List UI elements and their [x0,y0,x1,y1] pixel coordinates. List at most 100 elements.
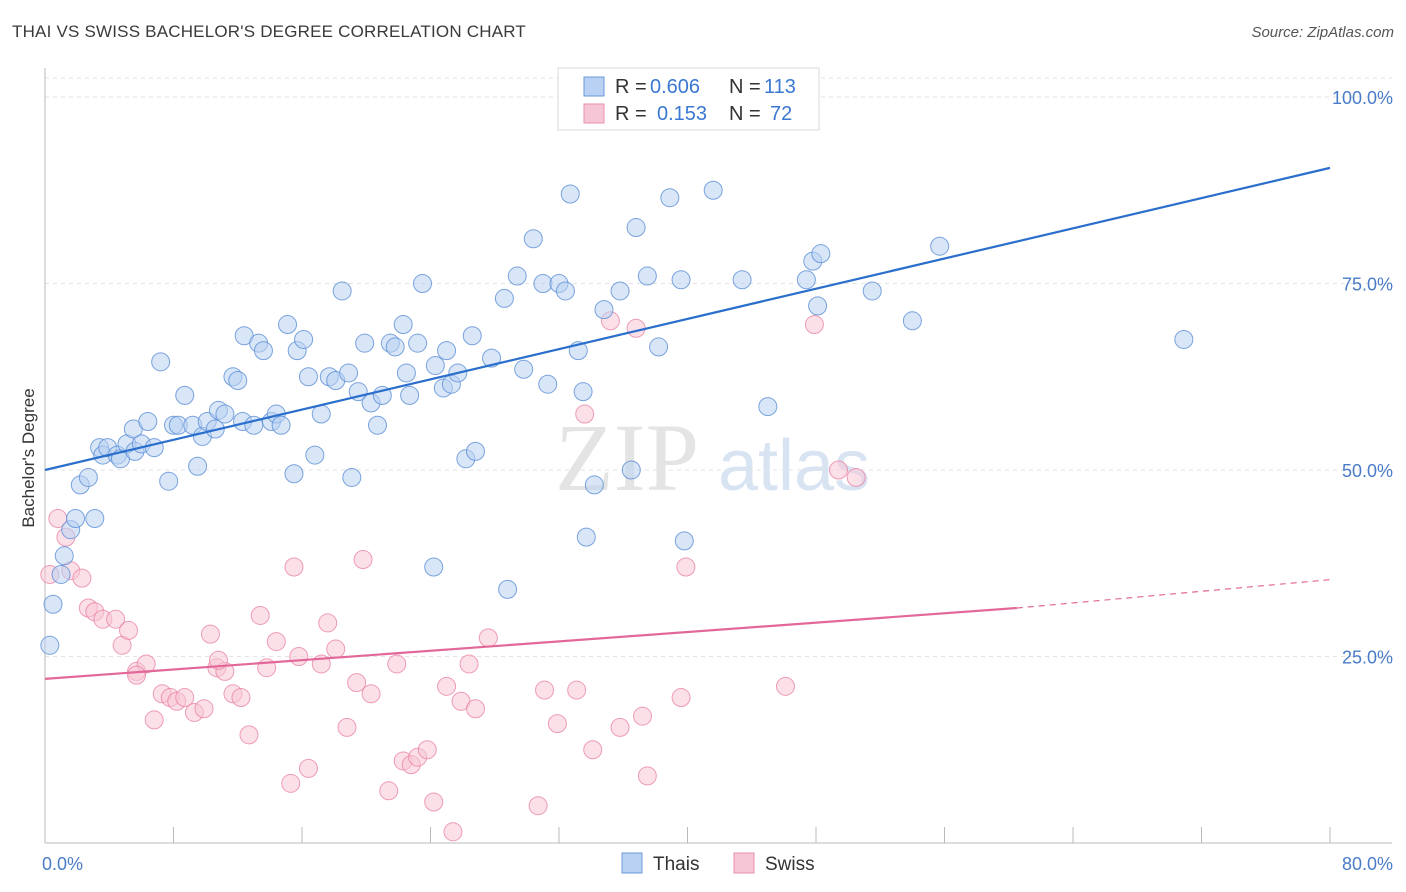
thais-point [610,281,630,301]
swiss-point [231,688,251,708]
swiss-point [127,665,147,685]
swiss-point [676,557,696,577]
swiss-point [424,792,444,812]
thais-point [437,341,457,361]
bottom-legend-swiss-swatch [733,852,755,874]
thais-point [555,281,575,301]
thais-point [412,274,432,293]
thais-point [342,467,362,487]
thais-point [393,315,413,335]
swiss-point [443,822,463,842]
swiss-point [379,781,399,801]
thais-point [298,367,318,387]
watermark-atlas: atlas [718,426,870,506]
swiss-legend-swatch [583,103,605,124]
x-tick-label: 0.0% [42,854,83,874]
swiss-point [200,624,220,644]
thais-point [560,184,580,204]
thais-point [271,415,291,435]
swiss-point [535,680,555,700]
swiss-point [361,684,381,704]
thais-point [54,546,74,566]
swiss-point [671,688,691,708]
thais-point [215,404,235,424]
thais-point [637,266,657,286]
swiss-point [804,315,824,335]
swiss-point [353,550,373,570]
thais-point [188,456,208,476]
thais-point [462,326,482,346]
bottom-legend-swiss-label: Swiss [765,854,815,875]
thais-point [332,281,352,301]
grid-lines [45,77,1392,657]
swiss-point [633,706,653,726]
swiss-point [250,605,270,625]
thais-point [796,270,816,290]
thais-point [660,188,680,208]
swiss-point [281,773,301,793]
thais-point [594,300,614,320]
thais-point [424,557,444,577]
swiss-point [417,740,437,760]
thais-point [151,352,171,372]
thais-point [400,385,420,405]
axes [44,68,1392,844]
thais-point [175,385,195,405]
swiss-point [547,714,567,734]
swiss-point [567,680,587,700]
thais-point [758,397,778,417]
swiss-point [347,673,367,693]
thais-n-value: 113 [764,76,796,98]
thais-point [538,374,558,394]
thais-point [674,531,694,551]
thais-point [1174,329,1194,349]
thais-point [671,270,691,290]
y-tick-label: 75.0% [1342,275,1393,295]
y-tick-label: 25.0% [1342,648,1393,668]
thais-r-value: 0.606 [650,76,700,98]
swiss-point [387,654,407,674]
thais-point [294,329,314,349]
thais-point [621,460,641,480]
swiss-point [298,758,318,778]
thais-series [40,180,1194,655]
swiss-point [465,699,485,719]
thais-point [732,270,752,290]
thais-point [51,564,71,584]
thais-point [355,333,375,353]
swiss-point [318,613,338,633]
thais-point [66,508,86,528]
swiss-point [775,676,795,696]
swiss-point [583,740,603,760]
tick-labels: 25.0% 50.0% 75.0% 100.0% 0.0% 80.0% [42,88,1393,874]
bottom-legend-thais-label: Thais [653,854,699,875]
bottom-legend-thais-swatch [621,852,643,874]
thais-point [367,415,387,435]
thais-point [408,333,428,353]
swiss-point [289,647,309,666]
thais-point [626,218,646,238]
thais-point [228,370,248,390]
thais-point [396,363,416,383]
swiss-point [106,609,126,629]
thais-point [253,341,273,361]
thais-point [144,438,164,458]
thais-point [533,274,553,293]
thais-point [284,464,304,484]
swiss-point [846,467,866,487]
swiss-point [437,676,457,696]
swiss-point [239,725,259,745]
thais-point [311,404,331,424]
swiss-point [326,639,346,659]
swiss-point [284,557,304,577]
trend-lines [44,166,1331,680]
thais-point [78,467,98,487]
thais-point [902,311,922,331]
swiss-r-label: R = [615,103,647,125]
thais-point [278,315,298,335]
thais-point [159,471,179,491]
swiss-point [208,650,228,670]
swiss-trend-line-extension [1016,579,1331,609]
swiss-point [119,620,139,640]
